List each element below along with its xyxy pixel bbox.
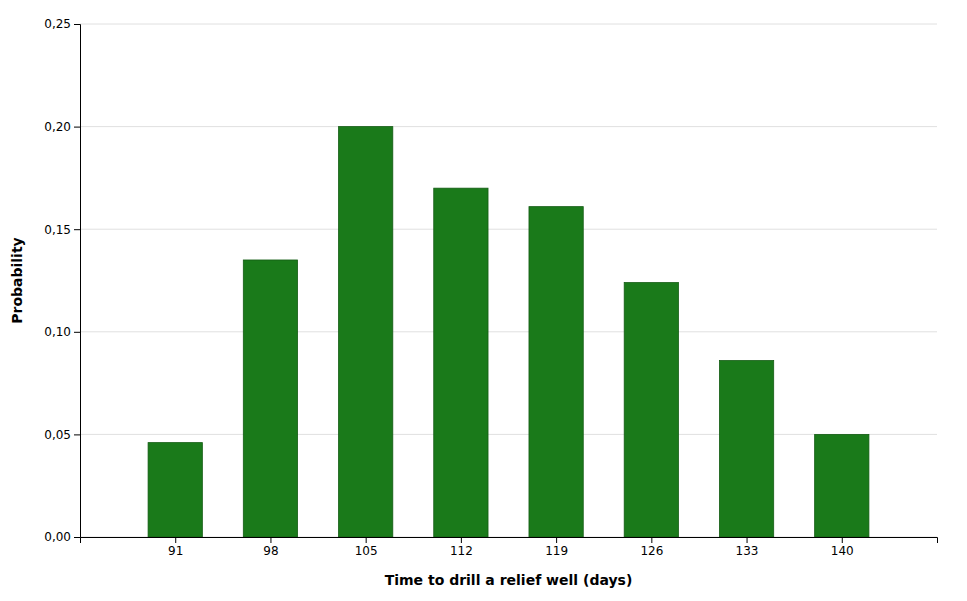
y-tick: 0,15 bbox=[44, 223, 80, 237]
x-tick: 112 bbox=[450, 537, 473, 558]
grid-line bbox=[80, 126, 937, 127]
bar bbox=[719, 361, 773, 537]
x-axis: 91 98 105 112 119 126 133 140 bbox=[81, 537, 938, 558]
bar bbox=[434, 188, 488, 537]
x-tick: 91 bbox=[168, 537, 183, 558]
bars bbox=[148, 127, 869, 537]
y-tick: 0,20 bbox=[44, 120, 80, 134]
x-tick-label: 119 bbox=[545, 544, 568, 558]
y-tick-mark bbox=[74, 24, 80, 25]
x-tick-label: 112 bbox=[450, 544, 473, 558]
y-tick: 0,25 bbox=[44, 17, 80, 31]
x-tick-label: 133 bbox=[736, 544, 759, 558]
grid bbox=[80, 24, 937, 537]
x-tick-label: 91 bbox=[168, 544, 183, 558]
x-tick: 126 bbox=[640, 537, 663, 558]
y-tick-label: 0,05 bbox=[44, 428, 71, 442]
y-tick-label: 0,25 bbox=[44, 17, 71, 31]
x-tick-label: 126 bbox=[640, 544, 663, 558]
x-tick-mark bbox=[556, 537, 557, 543]
grid-line bbox=[80, 331, 937, 332]
y-axis-line bbox=[74, 25, 81, 538]
x-tick-label: 98 bbox=[263, 544, 278, 558]
y-tick-label: 0,20 bbox=[44, 120, 71, 134]
y-tick-mark bbox=[74, 332, 80, 333]
y-tick-mark bbox=[74, 537, 80, 538]
grid-line bbox=[80, 24, 937, 25]
x-tick-label: 140 bbox=[831, 544, 854, 558]
x-tick-label: 105 bbox=[355, 544, 378, 558]
x-tick: 133 bbox=[736, 537, 759, 558]
x-tick: 105 bbox=[355, 537, 378, 558]
x-tick-mark bbox=[461, 537, 462, 543]
y-tick-mark bbox=[74, 127, 80, 128]
bar bbox=[243, 260, 297, 537]
y-tick-mark bbox=[74, 229, 80, 230]
y-tick: 0,05 bbox=[44, 428, 80, 442]
y-tick-label: 0,00 bbox=[44, 530, 71, 544]
x-tick-mark bbox=[175, 537, 176, 543]
x-tick-mark bbox=[270, 537, 271, 543]
bar bbox=[339, 127, 393, 537]
y-tick: 0,00 bbox=[44, 530, 80, 544]
y-tick-label: 0,10 bbox=[44, 325, 71, 339]
x-axis-title: Time to drill a relief well (days) bbox=[385, 572, 633, 588]
x-tick-mark bbox=[651, 537, 652, 543]
x-tick: 140 bbox=[831, 537, 854, 558]
bar bbox=[815, 434, 869, 537]
chart: 91981051121191261331400,000,050,100,150,… bbox=[0, 0, 967, 601]
grid-line bbox=[80, 434, 937, 435]
x-tick-mark bbox=[747, 537, 748, 543]
y-axis-title: Probability bbox=[9, 237, 25, 324]
x-tick-mark bbox=[842, 537, 843, 543]
bar bbox=[624, 283, 678, 537]
bar bbox=[148, 443, 202, 537]
y-tick-mark bbox=[74, 434, 80, 435]
y-tick-label: 0,15 bbox=[44, 223, 71, 237]
plot: 91981051121191261331400,000,050,100,150,… bbox=[44, 17, 937, 557]
y-axis: 0,00 0,05 0,10 0,15 0,20 0,25 bbox=[44, 17, 80, 544]
y-tick: 0,10 bbox=[44, 325, 80, 339]
x-tick-mark bbox=[366, 537, 367, 543]
x-tick: 98 bbox=[263, 537, 278, 558]
bar bbox=[529, 207, 583, 537]
x-axis-line bbox=[81, 538, 938, 544]
x-tick: 119 bbox=[545, 537, 568, 558]
grid-line bbox=[80, 229, 937, 230]
